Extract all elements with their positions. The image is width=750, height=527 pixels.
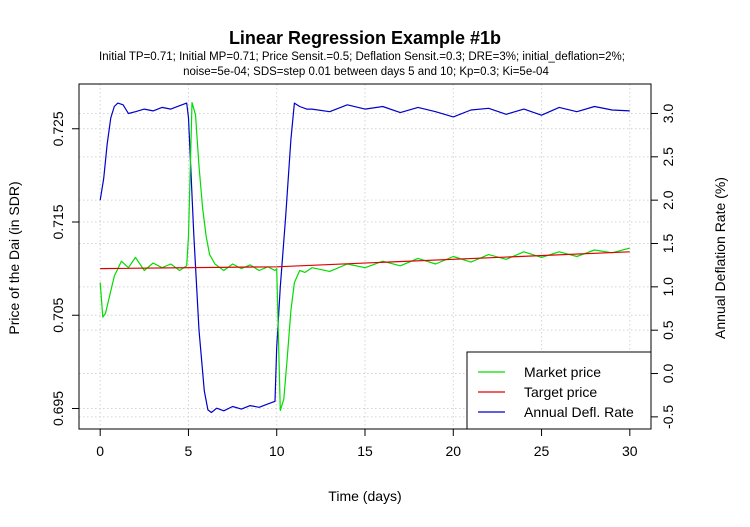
y-right-tick-label: 1.5 (660, 234, 676, 254)
y-left-tick-label: 0.705 (50, 297, 66, 332)
x-axis: 0 5 10 15 20 25 30 (96, 428, 638, 459)
x-tick-label: 5 (185, 443, 193, 459)
series-layer (99, 101, 630, 414)
legend-box (466, 351, 652, 430)
x-tick-label: 25 (534, 443, 550, 459)
series-line-target-price (100, 251, 630, 270)
y-axis-left-label: Price of the Dai (in SDR) (6, 181, 22, 334)
y-axis-right: -0.5 0.0 0.5 1.0 1.5 2.0 2.5 3.0 (650, 104, 676, 429)
legend-label-annual-defl-rate: Annual Defl. Rate (524, 404, 634, 420)
y-axis-right-label: Annual Deflation Rate (%) (712, 177, 728, 339)
x-tick-label: 20 (445, 443, 461, 459)
legend-label-target-price: Target price (524, 384, 597, 400)
y-right-tick-label: 0.0 (660, 364, 676, 384)
legend: Market price Target price Annual Defl. Rat… (466, 351, 652, 430)
x-tick-label: 10 (269, 443, 285, 459)
y-left-tick-label: 0.695 (50, 391, 66, 426)
y-right-tick-label: 0.5 (660, 320, 676, 340)
series-line-annual-defl-rate (99, 102, 630, 414)
chart-subtitle-line-2: noise=5e-04; SDS=step 0.01 between days … (183, 66, 549, 78)
y-right-tick-label: 1.0 (660, 277, 676, 297)
y-right-tick-label: 3.0 (660, 104, 676, 124)
y-left-tick-label: 0.725 (50, 111, 66, 146)
y-right-tick-label: 2.5 (660, 147, 676, 167)
y-right-tick-label: -0.5 (660, 405, 676, 429)
legend-label-market-price: Market price (524, 364, 601, 380)
x-axis-label: Time (days) (328, 488, 401, 504)
x-tick-label: 0 (96, 443, 104, 459)
y-axis-left: 0.695 0.705 0.715 0.725 (50, 111, 80, 426)
x-tick-label: 30 (622, 443, 638, 459)
chart-subtitle-line-1: Initial TP=0.71; Initial MP=0.71; Price … (99, 51, 625, 63)
x-tick-label: 15 (357, 443, 373, 459)
y-left-tick-label: 0.715 (50, 204, 66, 239)
chart-title: Linear Regression Example #1b (229, 28, 501, 48)
y-right-tick-label: 2.0 (660, 190, 676, 210)
series-line-market-price (99, 101, 630, 411)
